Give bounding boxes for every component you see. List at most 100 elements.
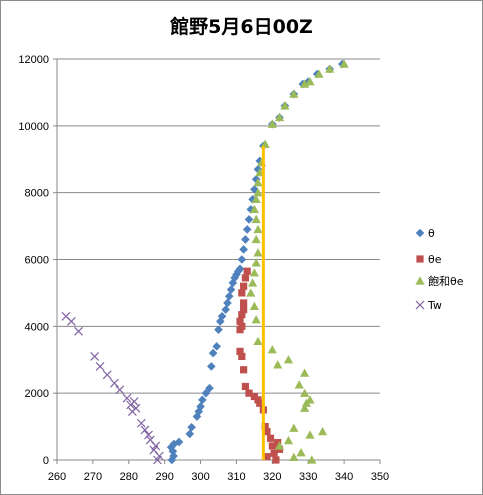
data-point-tw-stroke bbox=[61, 311, 71, 321]
data-point-theta-e bbox=[261, 422, 269, 431]
data-point-theta bbox=[230, 273, 239, 283]
data-point-theta-e bbox=[274, 439, 282, 447]
data-point-saturated-theta-e bbox=[289, 452, 299, 462]
data-point-theta-e bbox=[240, 282, 248, 290]
data-point-saturated-theta-e bbox=[300, 403, 310, 412]
data-point-tw-stroke bbox=[154, 451, 164, 461]
data-point-saturated-theta-e bbox=[305, 430, 315, 439]
x-tick-label: 320 bbox=[263, 471, 281, 483]
data-point-theta bbox=[174, 437, 184, 447]
data-point-theta bbox=[237, 255, 247, 264]
data-point-saturated-theta-e bbox=[253, 188, 263, 197]
data-point-tw bbox=[140, 425, 150, 435]
data-point-tw-stroke bbox=[95, 362, 105, 371]
data-point-theta bbox=[235, 264, 245, 274]
data-point-saturated-theta-e bbox=[251, 214, 261, 224]
data-point-saturated-theta-e bbox=[267, 345, 277, 354]
data-point-theta bbox=[215, 317, 225, 326]
data-point-tw-stroke bbox=[122, 393, 132, 403]
x-tick-label: 290 bbox=[155, 471, 173, 483]
data-point-saturated-theta-e bbox=[274, 441, 285, 450]
data-point-theta-e bbox=[263, 427, 271, 436]
series-2 bbox=[246, 59, 349, 464]
data-point-theta bbox=[166, 443, 176, 452]
data-point-saturated-theta-e bbox=[247, 278, 258, 287]
data-point-tw bbox=[95, 362, 105, 371]
data-point-theta bbox=[242, 225, 252, 234]
data-point-tw bbox=[61, 311, 71, 321]
legend-marker-stroke bbox=[415, 300, 425, 310]
data-point-theta-e bbox=[241, 382, 250, 391]
data-point-theta bbox=[205, 383, 214, 393]
axes bbox=[53, 58, 381, 464]
series-3 bbox=[61, 311, 164, 465]
y-tick-label: 6000 bbox=[25, 255, 49, 267]
data-point-theta-e bbox=[240, 299, 248, 307]
data-point-tw-stroke bbox=[74, 326, 83, 336]
legend-label: Tw bbox=[427, 299, 442, 312]
legend-label: θe bbox=[428, 253, 442, 266]
data-point-tw-stroke bbox=[145, 435, 155, 445]
legend: θ θe 飽和θe Tw bbox=[415, 227, 464, 312]
data-point-theta bbox=[169, 439, 179, 449]
x-tick-label: 330 bbox=[299, 471, 317, 483]
data-point-theta-e bbox=[241, 274, 250, 282]
data-point-tw bbox=[122, 393, 132, 403]
data-point-saturated-theta-e bbox=[267, 119, 277, 128]
data-point-tw bbox=[115, 385, 125, 395]
tick-labels: 0 2000 4000 6000 8000 10000 12000 260 270 280 290 3… bbox=[18, 54, 389, 483]
data-point-tw bbox=[90, 351, 100, 361]
data-point-saturated-theta-e bbox=[274, 112, 285, 122]
data-point-tw-stroke bbox=[102, 370, 112, 380]
data-point-saturated-theta-e bbox=[249, 301, 259, 310]
data-point-tw bbox=[109, 378, 119, 388]
data-point-theta bbox=[241, 235, 250, 244]
data-point-theta bbox=[223, 298, 232, 308]
legend-marker bbox=[415, 228, 425, 238]
data-point-tw-stroke bbox=[144, 430, 153, 440]
data-point-theta bbox=[251, 175, 261, 184]
data-point-saturated-theta-e bbox=[300, 368, 310, 377]
legend-label: 飽和θe bbox=[428, 274, 464, 288]
data-point-tw-stroke bbox=[66, 316, 76, 326]
data-point-saturated-theta-e bbox=[253, 336, 263, 346]
data-point-tw bbox=[145, 435, 155, 445]
data-point-theta-e bbox=[238, 352, 246, 361]
data-point-theta bbox=[208, 348, 218, 358]
y-tick-label: 4000 bbox=[25, 321, 49, 333]
data-point-tw-stroke bbox=[115, 385, 125, 395]
data-point-tw-stroke bbox=[136, 418, 146, 428]
data-point-tw-stroke bbox=[131, 403, 141, 413]
legend-label: θ bbox=[428, 227, 435, 240]
data-point-saturated-theta-e bbox=[260, 139, 270, 148]
data-point-saturated-theta-e bbox=[283, 355, 294, 364]
data-point-theta-e bbox=[236, 347, 244, 355]
data-point-saturated-theta-e bbox=[294, 380, 304, 389]
x-tick-label: 350 bbox=[371, 471, 389, 483]
data-point-theta-e bbox=[243, 267, 251, 275]
data-point-theta bbox=[212, 342, 222, 351]
data-point-saturated-theta-e bbox=[280, 101, 290, 110]
x-tick-label: 340 bbox=[335, 471, 353, 483]
x-tick-label: 300 bbox=[191, 471, 209, 483]
data-point-saturated-theta-e bbox=[300, 388, 310, 397]
data-point-saturated-theta-e bbox=[251, 258, 261, 267]
data-point-theta-e bbox=[268, 442, 276, 450]
data-point-saturated-theta-e bbox=[300, 79, 310, 88]
data-point-theta bbox=[224, 291, 234, 301]
data-point-theta-e bbox=[236, 317, 244, 325]
data-point-theta-e bbox=[272, 456, 280, 464]
data-point-saturated-theta-e bbox=[251, 194, 261, 204]
data-point-saturated-theta-e bbox=[325, 64, 335, 73]
data-point-tw-stroke bbox=[129, 397, 139, 406]
data-point-saturated-theta-e bbox=[314, 69, 324, 78]
data-point-theta bbox=[253, 164, 263, 174]
data-point-theta-e bbox=[270, 449, 278, 457]
data-point-tw-stroke bbox=[90, 351, 100, 361]
data-point-saturated-theta-e bbox=[305, 395, 315, 404]
data-point-theta bbox=[185, 429, 195, 439]
data-point-saturated-theta-e bbox=[283, 436, 294, 445]
y-tick-label: 0 bbox=[43, 455, 49, 467]
data-point-saturated-theta-e bbox=[289, 89, 299, 98]
x-tick-label: 270 bbox=[84, 471, 102, 483]
